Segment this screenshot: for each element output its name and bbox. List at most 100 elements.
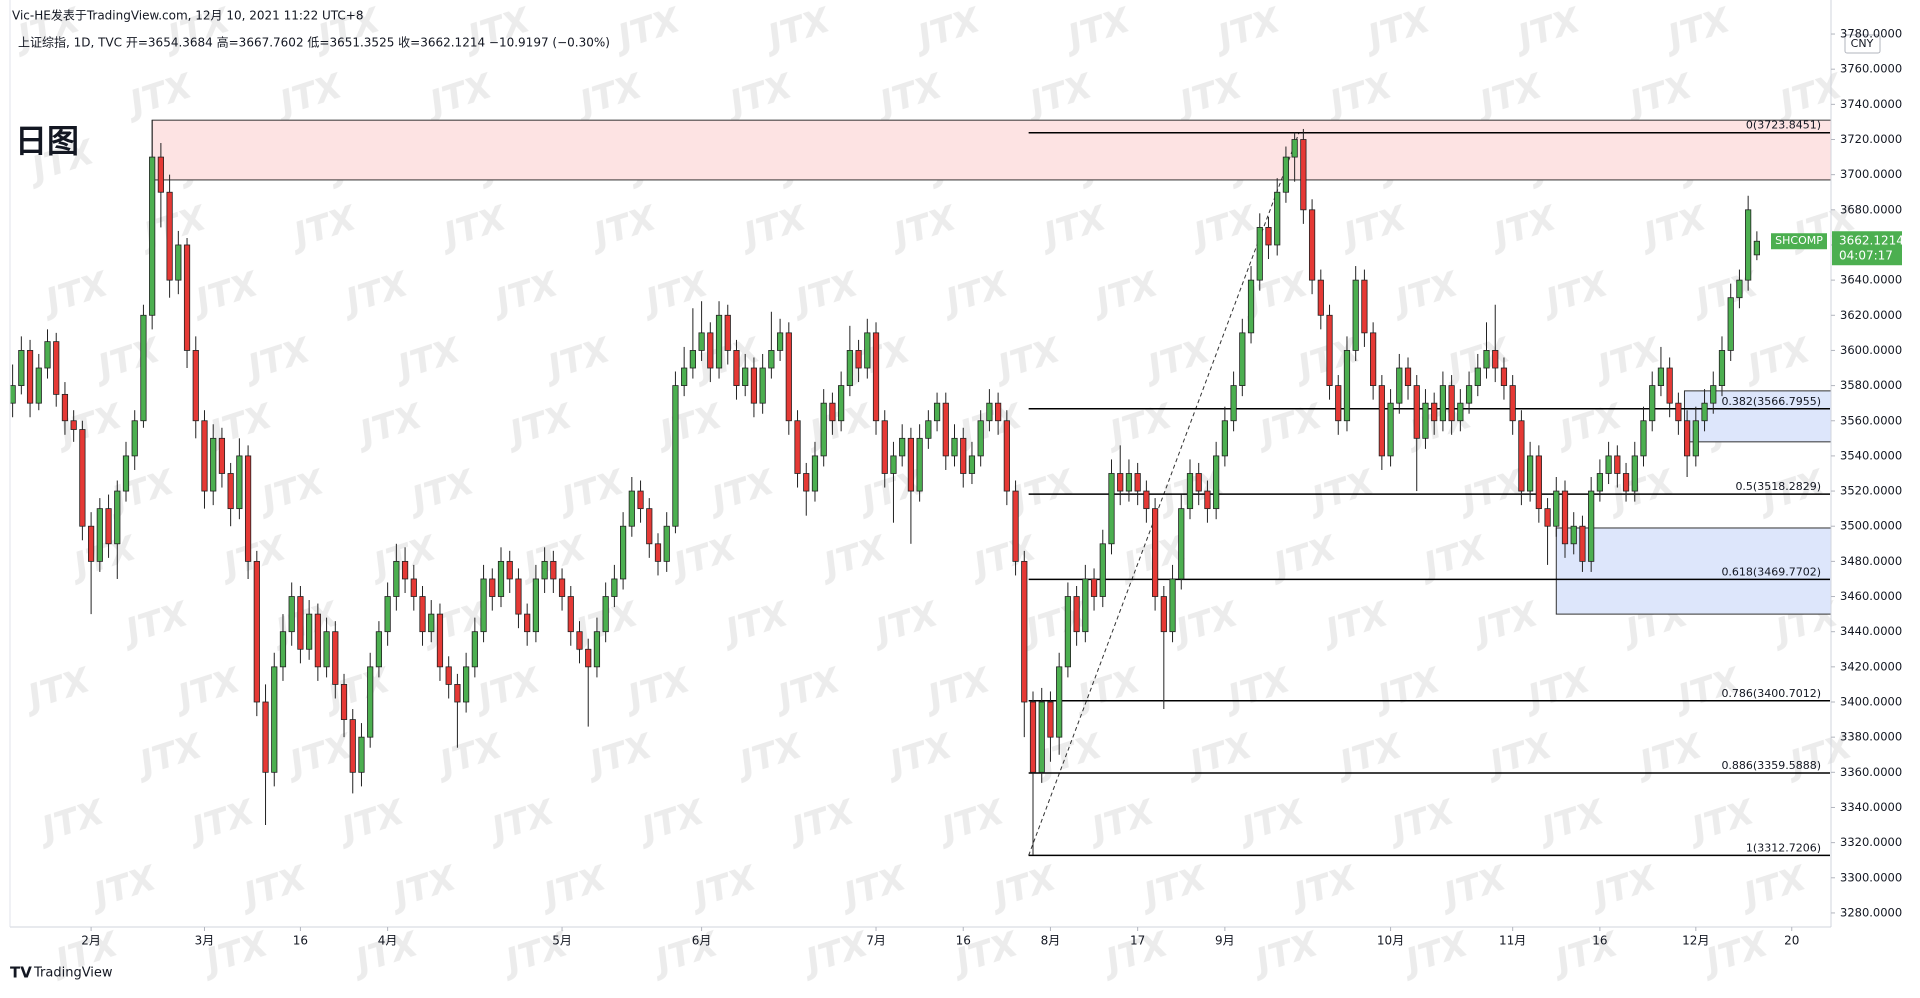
candle-body: [1099, 543, 1106, 597]
candle-body: [1413, 385, 1420, 439]
candle-body: [1143, 490, 1150, 510]
x-tick-label: 9月: [1215, 934, 1235, 948]
watermark: JTX: [64, 528, 143, 588]
candle-body: [1326, 314, 1333, 386]
candle-body: [689, 350, 696, 369]
candle-body: [1544, 508, 1551, 527]
candle-body: [1256, 226, 1263, 281]
fib-label: 0.5(3518.2829): [1735, 480, 1821, 493]
candle-body: [35, 367, 42, 404]
candle-body: [1500, 367, 1508, 386]
watermark: JTX: [1686, 264, 1765, 324]
candle-body: [803, 473, 810, 492]
candle-body: [1631, 455, 1638, 492]
candle-body: [1038, 701, 1045, 773]
currency-box[interactable]: [1844, 34, 1881, 54]
candle-body: [480, 578, 487, 633]
candle-body: [1274, 191, 1281, 246]
y-tick-label: 3580.0000: [1840, 378, 1902, 392]
x-tick-label: 11月: [1499, 934, 1526, 948]
candle-body: [1727, 297, 1734, 351]
zone: [1683, 390, 1832, 443]
candle-body: [925, 420, 932, 439]
candle-body: [1518, 420, 1525, 492]
watermark: JTX: [214, 528, 293, 588]
candle-body: [576, 631, 583, 650]
candle-body: [236, 455, 243, 510]
watermark: JTX: [32, 792, 111, 852]
candle-body: [210, 437, 217, 492]
candle-body: [44, 341, 51, 369]
watermark: JTX: [796, 924, 875, 984]
fib-label: 1(3312.7206): [1746, 841, 1821, 854]
watermark: JTX: [758, 0, 837, 59]
watermark: JTX: [238, 330, 317, 390]
x-tick-label: 16: [956, 934, 971, 948]
watermark: JTX: [1134, 858, 1213, 918]
watermark: JTX: [252, 462, 331, 522]
watermark: JTX: [1020, 66, 1099, 126]
watermark: JTX: [1138, 330, 1217, 390]
watermark: JTX: [1658, 0, 1737, 59]
candle-body: [1692, 420, 1699, 457]
candle-body: [672, 385, 679, 527]
plot-area: 0(3723.8451) 0.382(3566.7955) 0.5(3518.282…: [9, 119, 1832, 857]
watermark: JTX: [702, 462, 781, 522]
y-tick-label: 3420.0000: [1840, 659, 1902, 673]
y-tick-label: 3760.0000: [1840, 62, 1902, 76]
candle-body: [271, 666, 278, 773]
candle-body: [1361, 279, 1368, 334]
watermark: JTX: [1738, 330, 1817, 390]
candle-body: [1134, 473, 1141, 492]
candle-body: [1221, 420, 1228, 457]
candle-body: [436, 613, 444, 668]
x-tick-label: 6月: [692, 934, 712, 948]
candle-body: [1378, 385, 1385, 457]
candle-body: [349, 719, 356, 773]
watermark: JTX: [270, 66, 349, 126]
symbol-tag-label: SHCOMP: [1775, 234, 1823, 247]
candle-body: [654, 543, 662, 562]
watermark: JTX: [1180, 726, 1259, 786]
x-tick-label: 12月: [1682, 934, 1709, 948]
watermark: JTX: [1250, 396, 1329, 456]
candle-body: [1753, 240, 1760, 256]
candle-body: [1064, 596, 1071, 668]
y-tick-label: 3620.0000: [1840, 308, 1902, 322]
candle-body: [899, 437, 906, 457]
candle-body: [829, 402, 836, 422]
candle-body: [340, 684, 348, 720]
candle-body: [602, 596, 609, 633]
watermark: JTX: [936, 264, 1015, 324]
watermark: JTX: [1358, 0, 1437, 59]
watermark: JTX: [88, 330, 167, 390]
watermark: JTX: [1100, 396, 1179, 456]
y-tick-label: 3400.0000: [1840, 695, 1902, 709]
candle-body: [1404, 367, 1412, 386]
x-tick-label: 3月: [195, 934, 215, 948]
y-tick-label: 3280.0000: [1840, 905, 1902, 919]
candle-body: [1178, 508, 1185, 580]
candle-body: [1736, 279, 1743, 299]
fib-label: 0.618(3469.7702): [1721, 565, 1821, 578]
y-tick-label: 3520.0000: [1840, 484, 1902, 498]
watermark: JTX: [1034, 198, 1113, 258]
candle-body: [951, 437, 958, 457]
candle-body: [1605, 455, 1612, 474]
watermark: JTX: [538, 330, 617, 390]
candle-body: [663, 525, 670, 562]
y-tick-label: 3320.0000: [1840, 835, 1902, 849]
candle-body: [1370, 332, 1377, 386]
y-tick-label: 3700.0000: [1840, 167, 1902, 181]
header: Vic-HE发表于TradingView.com, 12月 10, 2021 1…: [12, 8, 364, 23]
watermark: JTX: [646, 924, 725, 984]
watermark: JTX: [664, 528, 743, 588]
watermark: JTX: [116, 594, 195, 654]
watermark: JTX: [720, 66, 799, 126]
watermark: JTX: [1546, 924, 1625, 984]
watermark: JTX: [18, 660, 97, 720]
candle-body: [1579, 525, 1586, 562]
watermark: JTX: [1470, 66, 1549, 126]
candle-body: [1230, 385, 1237, 422]
watermark: JTX: [84, 858, 163, 918]
